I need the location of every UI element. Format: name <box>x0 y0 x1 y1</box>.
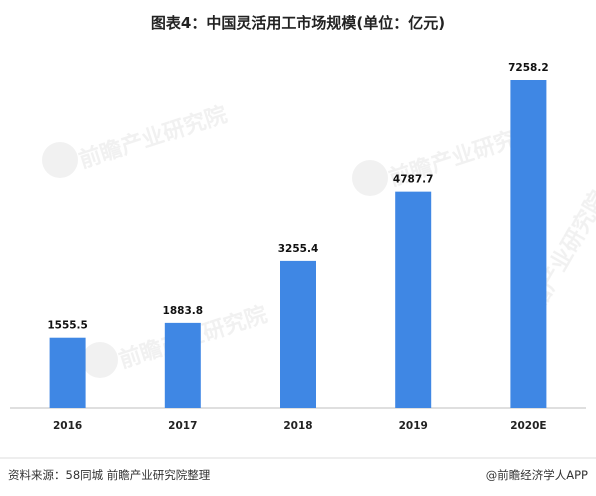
x-tick-2018: 2018 <box>283 420 312 432</box>
value-label-2019: 4787.7 <box>393 174 434 186</box>
bar-2017 <box>164 322 201 408</box>
x-tick-2019: 2019 <box>399 420 428 432</box>
brand-credit: @前瞻经济学人APP <box>486 468 588 482</box>
source-note: 资料来源：58同城 前瞻产业研究院整理 <box>8 468 211 482</box>
x-tick-2017: 2017 <box>168 420 197 432</box>
value-label-2018: 3255.4 <box>278 243 319 255</box>
bar-2016 <box>49 337 86 408</box>
x-tick-2020E: 2020E <box>510 420 546 432</box>
value-label-2017: 1883.8 <box>163 305 204 317</box>
svg-text:前瞻产业研究院: 前瞻产业研究院 <box>76 101 231 173</box>
bar-2020E <box>510 80 547 408</box>
value-label-2016: 1555.5 <box>47 320 88 332</box>
bar-2019 <box>395 191 432 408</box>
chart-title: 图表4：中国灵活用工市场规模(单位：亿元) <box>151 14 445 32</box>
x-tick-2016: 2016 <box>53 420 82 432</box>
bar-2018 <box>280 260 316 408</box>
value-label-2020E: 7258.2 <box>508 62 549 74</box>
